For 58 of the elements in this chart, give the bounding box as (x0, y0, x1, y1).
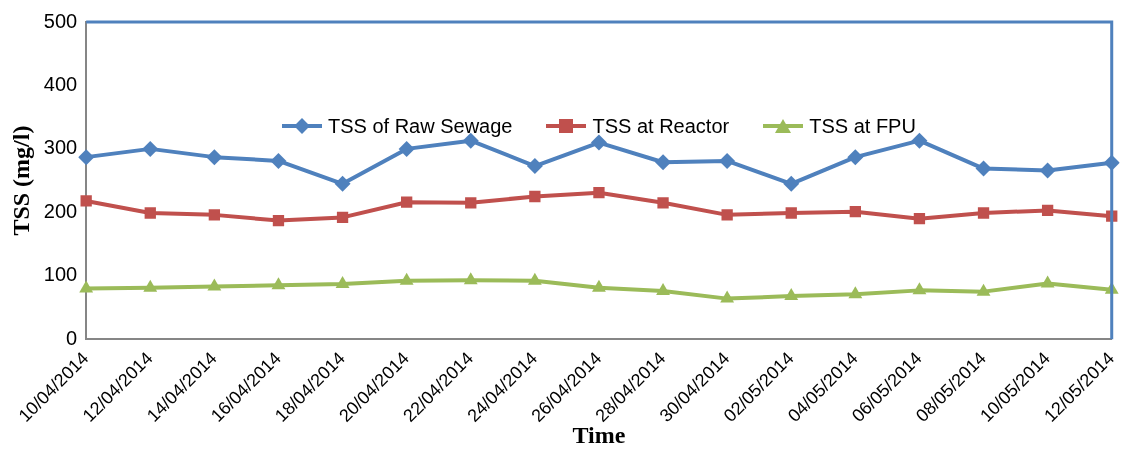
point (271, 277, 286, 290)
point (144, 207, 156, 219)
point (1039, 162, 1056, 179)
point (590, 134, 607, 151)
point (785, 207, 797, 219)
point (912, 282, 927, 295)
y-tick-label: 500 (43, 9, 78, 32)
point (1040, 275, 1055, 288)
point (977, 207, 990, 219)
point (399, 272, 414, 285)
point (784, 288, 799, 301)
legend-label: TSS of Raw Sewage (327, 114, 513, 138)
point (398, 140, 415, 157)
point (721, 209, 733, 221)
point (272, 214, 285, 227)
point (527, 272, 542, 285)
point (848, 286, 863, 299)
point (719, 152, 736, 169)
point (849, 206, 861, 218)
point (208, 209, 221, 221)
point (465, 197, 477, 209)
point (913, 213, 926, 225)
y-tick-label: 400 (43, 72, 78, 95)
point (79, 280, 94, 293)
point (976, 283, 991, 296)
legend-label: TSS at FPU (809, 114, 916, 138)
point (142, 140, 159, 157)
legend-label: TSS at Reactor (592, 114, 730, 138)
point (335, 276, 350, 289)
point (526, 158, 543, 175)
point (401, 196, 413, 208)
point (847, 149, 864, 166)
point (975, 160, 992, 177)
point (336, 211, 349, 224)
point (207, 278, 222, 291)
y-tick-label: 0 (66, 326, 78, 349)
y-axis-title: TSS (mg/l) (7, 125, 34, 236)
point (657, 197, 669, 209)
point (655, 154, 672, 171)
point (911, 132, 928, 149)
x-axis-title: Time (572, 421, 626, 448)
point (80, 195, 92, 207)
point (529, 190, 541, 203)
point (656, 283, 670, 296)
point (720, 290, 735, 303)
point (270, 152, 287, 169)
point (463, 272, 478, 285)
point (1041, 204, 1054, 217)
point (783, 175, 800, 192)
y-tick-label: 300 (43, 136, 78, 159)
point (334, 175, 351, 192)
point (78, 149, 95, 166)
point (593, 187, 605, 199)
y-tick-label: 100 (43, 263, 78, 286)
point (143, 279, 158, 292)
point (592, 279, 606, 292)
point (206, 149, 223, 166)
y-tick-label: 200 (43, 199, 78, 222)
